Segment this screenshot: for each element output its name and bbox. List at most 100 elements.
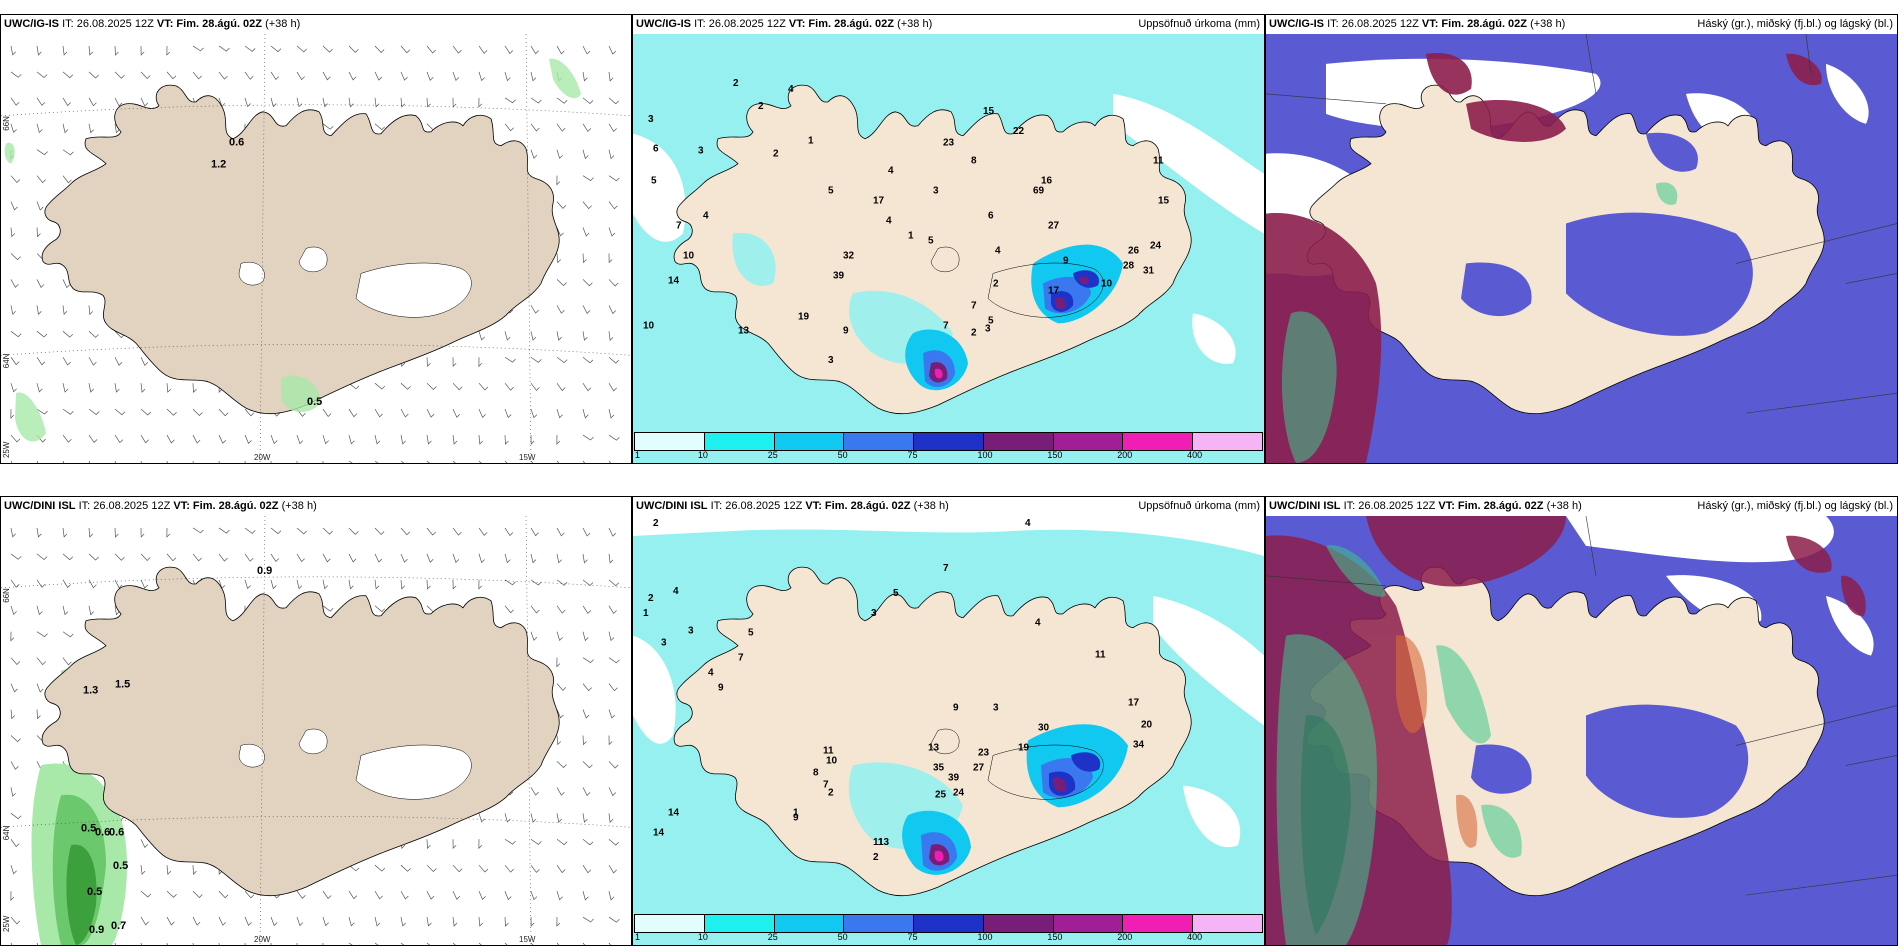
wind-barb	[348, 382, 360, 390]
precip-title: Uppsöfnuð úrkoma (mm)	[1138, 18, 1260, 30]
wind-barb	[62, 408, 74, 415]
precip-value: 7	[738, 653, 744, 664]
low-cloud-over-land	[1471, 704, 1749, 818]
wind-barb	[296, 45, 308, 53]
wind-barb	[348, 71, 357, 81]
precip-value: 7	[943, 320, 949, 331]
wind-barb	[452, 357, 457, 368]
cloud-panel-header: UWC/IG-IS IT: 26.08.2025 12Z VT: Fim. 28…	[1266, 15, 1897, 34]
wind-barb	[452, 917, 458, 927]
wind-barb	[62, 71, 74, 79]
wind-barb	[36, 201, 44, 211]
wind-barb	[114, 579, 123, 589]
wind-barb	[452, 864, 463, 873]
wind-barb	[608, 891, 615, 901]
wind-barb	[478, 579, 483, 590]
wind-barb	[478, 331, 485, 341]
precip-heavy-south	[902, 810, 971, 875]
wind-barb	[10, 657, 21, 665]
precip-heavy-east	[1031, 244, 1123, 324]
wind-barb	[530, 71, 537, 82]
wind-barb	[608, 97, 620, 105]
wind-barb	[10, 357, 20, 366]
wind-barb	[10, 279, 19, 288]
precip-value: 39	[948, 772, 960, 783]
precip-value: 17	[1128, 698, 1140, 709]
wind-barb	[218, 553, 228, 562]
wind-barb	[582, 864, 592, 874]
init-time: IT: 26.08.2025 12Z	[1343, 500, 1436, 512]
wind-barb	[192, 408, 203, 416]
wind-value: 0.5	[81, 822, 96, 834]
wind-barb	[140, 839, 149, 848]
wind-barb	[608, 331, 614, 341]
wind-barb	[348, 408, 358, 418]
precip-panel-top: UWC/IG-IS IT: 26.08.2025 12Z VT: Fim. 28…	[632, 14, 1265, 464]
wind-barb	[582, 71, 588, 82]
legend-swatch	[704, 915, 775, 932]
wind-barb	[10, 735, 21, 743]
precip-value: 2	[993, 278, 999, 289]
legend-tick: 50	[837, 932, 848, 942]
wind-barb	[478, 553, 485, 564]
wind-barb	[10, 71, 22, 78]
wind-barb	[426, 839, 431, 850]
init-time: IT: 26.08.2025 12Z	[710, 500, 803, 512]
legend-tick: 1	[635, 450, 641, 460]
wind-barb	[270, 527, 282, 535]
wind-barb	[530, 382, 540, 391]
wind-barb	[556, 579, 568, 586]
wind-barb	[608, 683, 618, 692]
precip-value: 4	[995, 245, 1001, 256]
wind-barb	[452, 460, 456, 463]
wind-barb	[140, 357, 149, 366]
wind-barb	[88, 408, 100, 415]
wind-barb	[114, 408, 126, 416]
wind-value: 0.6	[109, 826, 124, 838]
wind-barb	[504, 917, 509, 927]
wind-barb	[270, 45, 282, 53]
wind-barb	[556, 45, 565, 55]
wind-barb	[62, 45, 68, 56]
precip-value: 1	[908, 231, 914, 242]
wind-barb	[530, 356, 542, 363]
wind-barb	[374, 527, 385, 536]
wind-barb	[10, 434, 21, 443]
precip-value: 34	[1133, 739, 1145, 750]
wind-barb	[270, 916, 278, 927]
precip-value: 4	[708, 668, 714, 679]
precip-value: 9	[718, 683, 724, 694]
wind-barb	[296, 71, 305, 81]
wind-barb	[166, 553, 177, 562]
low-cloud-over-land	[1461, 132, 1753, 336]
wind-barb	[374, 890, 383, 900]
wind-barb	[478, 890, 486, 901]
wind-barb	[608, 175, 620, 182]
precip-value: 5	[748, 628, 754, 639]
wind-barb	[530, 631, 538, 641]
init-time: IT: 26.08.2025 12Z	[694, 18, 786, 30]
wind-barb	[426, 553, 434, 563]
wind-barb	[10, 865, 17, 875]
wind-barb	[608, 123, 617, 133]
wind-barb	[582, 409, 589, 419]
legend-tick: 1	[635, 932, 641, 942]
wind-barb	[452, 382, 463, 391]
wind-barb	[36, 357, 46, 366]
precip-value: 3	[698, 146, 704, 157]
precip-value: 14	[668, 807, 680, 818]
valid-time-label: VT:	[173, 500, 190, 512]
wind-panel-header: UWC/IG-IS IT: 26.08.2025 12Z VT: Fim. 28…	[1, 15, 631, 34]
wind-barb	[270, 97, 277, 108]
cloud-panel-top: UWC/IG-IS IT: 26.08.2025 12Z VT: Fim. 28…	[1265, 14, 1898, 464]
lon-label: 15W	[519, 453, 536, 462]
wind-barb	[530, 331, 537, 341]
precip-value: 2	[971, 327, 977, 338]
wind-barb	[452, 408, 461, 418]
precip-value: 19	[1018, 742, 1030, 753]
precip-value: 2	[828, 787, 834, 798]
precip-value: 14	[668, 275, 680, 286]
projection-lines	[1266, 34, 1897, 414]
wind-barb	[504, 579, 516, 586]
wind-barb	[114, 383, 120, 393]
